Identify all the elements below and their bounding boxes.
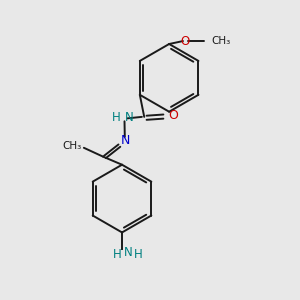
Text: H: H	[112, 111, 121, 124]
Text: CH₃: CH₃	[212, 36, 231, 46]
Text: H: H	[113, 248, 122, 261]
Text: CH₃: CH₃	[62, 141, 82, 151]
Text: O: O	[168, 110, 178, 122]
Text: N: N	[124, 111, 133, 124]
Text: O: O	[181, 34, 190, 48]
Text: H: H	[134, 248, 142, 261]
Text: N: N	[120, 134, 130, 147]
Text: N: N	[124, 246, 132, 259]
